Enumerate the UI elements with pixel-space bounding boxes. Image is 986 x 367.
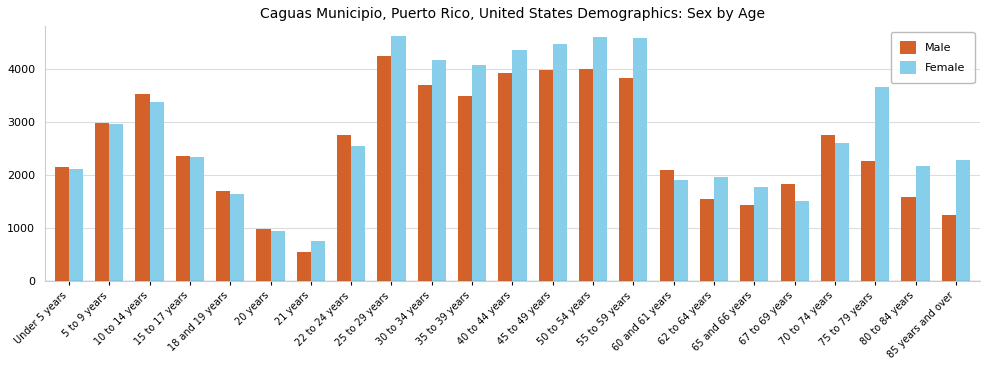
Bar xyxy=(256,229,270,281)
Bar xyxy=(270,231,284,281)
Bar xyxy=(860,161,875,281)
Bar xyxy=(941,215,954,281)
Bar xyxy=(351,146,365,281)
Bar xyxy=(875,87,888,281)
Bar xyxy=(699,199,713,281)
Bar xyxy=(618,78,633,281)
Bar xyxy=(753,187,768,281)
Bar xyxy=(713,177,728,281)
Bar xyxy=(69,169,83,281)
Bar xyxy=(954,160,969,281)
Bar xyxy=(417,85,431,281)
Bar xyxy=(552,44,566,281)
Bar xyxy=(740,205,753,281)
Bar xyxy=(431,60,446,281)
Bar xyxy=(189,157,204,281)
Title: Caguas Municipio, Puerto Rico, United States Demographics: Sex by Age: Caguas Municipio, Puerto Rico, United St… xyxy=(259,7,764,21)
Bar xyxy=(593,37,606,281)
Bar xyxy=(579,69,593,281)
Bar xyxy=(337,135,351,281)
Bar xyxy=(230,194,245,281)
Bar xyxy=(55,167,69,281)
Bar xyxy=(498,73,512,281)
Bar xyxy=(538,70,552,281)
Bar xyxy=(377,56,391,281)
Bar xyxy=(391,36,405,281)
Bar xyxy=(311,241,324,281)
Bar xyxy=(512,50,526,281)
Bar xyxy=(915,166,929,281)
Bar xyxy=(900,197,915,281)
Bar xyxy=(673,180,687,281)
Bar xyxy=(109,124,123,281)
Bar xyxy=(659,170,673,281)
Bar xyxy=(780,184,794,281)
Legend: Male, Female: Male, Female xyxy=(890,32,973,83)
Bar xyxy=(150,102,164,281)
Bar xyxy=(633,39,647,281)
Bar xyxy=(176,156,189,281)
Bar xyxy=(471,65,486,281)
Bar xyxy=(820,135,834,281)
Bar xyxy=(135,94,150,281)
Bar xyxy=(458,96,471,281)
Bar xyxy=(95,123,109,281)
Bar xyxy=(216,191,230,281)
Bar xyxy=(834,143,848,281)
Bar xyxy=(297,251,311,281)
Bar xyxy=(794,201,808,281)
